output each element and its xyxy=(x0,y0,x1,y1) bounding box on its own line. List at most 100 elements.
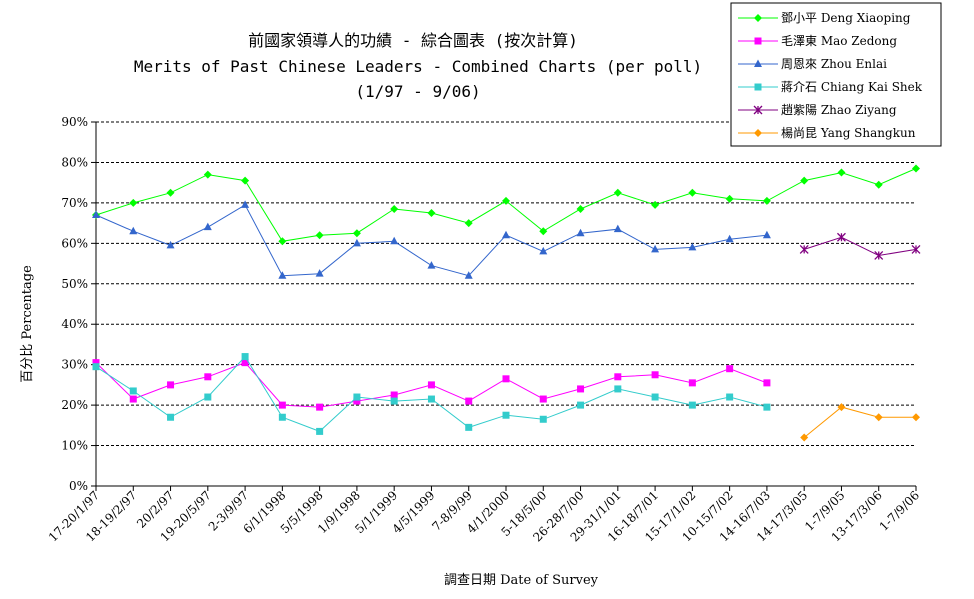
data-point xyxy=(390,397,398,405)
data-point xyxy=(576,204,585,213)
series-2 xyxy=(92,200,771,279)
series-1 xyxy=(92,359,771,411)
data-point xyxy=(763,379,771,387)
data-point xyxy=(688,188,697,197)
data-point xyxy=(762,230,771,239)
series-line xyxy=(804,236,917,257)
chart-title-group: 前國家領導人的功績 - 綜合圖表 (按次計算) Merits of Past C… xyxy=(134,31,702,101)
legend-box xyxy=(730,2,942,147)
data-series xyxy=(92,164,921,442)
data-point xyxy=(129,226,138,235)
data-point xyxy=(502,411,510,419)
data-point xyxy=(203,222,212,231)
data-point xyxy=(241,353,249,361)
data-point xyxy=(316,403,324,411)
legend-label: 楊尚昆 Yang Shangkun xyxy=(781,125,916,140)
data-point xyxy=(688,379,696,387)
data-point xyxy=(725,194,734,203)
data-point xyxy=(577,401,585,409)
data-point xyxy=(92,210,100,219)
data-point xyxy=(502,375,510,383)
data-point xyxy=(203,170,212,179)
data-point xyxy=(241,176,250,185)
data-point xyxy=(837,403,846,412)
y-tick-labels: 0% 10% 20% 30% 40% 50% 60% 70% 80% 90% xyxy=(61,115,88,493)
data-point xyxy=(390,391,398,399)
legend-swatch-marker xyxy=(754,129,762,137)
data-point xyxy=(651,393,659,401)
legend-swatch-marker xyxy=(754,14,762,22)
chart-subtitle: Merits of Past Chinese Leaders - Combine… xyxy=(134,57,702,76)
y-tick-label: 10% xyxy=(61,439,88,453)
y-tick-label: 40% xyxy=(61,317,88,331)
y-tick-label: 0% xyxy=(69,479,88,493)
data-point xyxy=(464,219,473,228)
data-point xyxy=(539,227,548,236)
data-point xyxy=(353,393,361,401)
legend-label: 蔣介石 Chiang Kai Shek xyxy=(781,80,923,94)
series-line xyxy=(803,406,916,438)
data-point xyxy=(836,232,846,242)
data-point xyxy=(129,198,138,207)
data-point xyxy=(874,251,884,260)
data-point xyxy=(166,240,175,249)
legend-label: 毛澤東 Mao Zedong xyxy=(781,34,897,48)
axes xyxy=(95,122,917,491)
data-point xyxy=(613,224,622,233)
legend-label: 趙紫陽 Zhao Ziyang xyxy=(781,102,897,117)
data-point xyxy=(427,209,436,217)
data-point xyxy=(204,373,212,381)
data-point xyxy=(278,271,287,279)
data-point xyxy=(614,385,622,393)
data-point xyxy=(353,397,361,405)
y-tick-label: 60% xyxy=(61,236,88,250)
data-point xyxy=(241,359,249,367)
data-point xyxy=(651,200,660,209)
data-point xyxy=(651,371,659,379)
data-point xyxy=(874,180,883,189)
legend-swatch-marker xyxy=(754,83,762,91)
data-point xyxy=(427,395,435,403)
series-0 xyxy=(92,164,920,246)
data-point xyxy=(502,196,510,205)
data-point xyxy=(762,196,771,205)
data-point xyxy=(688,242,697,251)
series-4 xyxy=(799,232,921,260)
data-point xyxy=(352,229,361,238)
data-point xyxy=(763,403,771,411)
y-axis-label: 百分比 Percentage xyxy=(20,265,35,383)
legend-swatch-marker xyxy=(754,59,762,67)
data-point xyxy=(539,415,547,423)
series-line xyxy=(95,168,917,242)
data-point xyxy=(241,200,250,208)
data-point xyxy=(167,381,175,389)
data-point xyxy=(129,395,137,403)
legend-swatch-marker xyxy=(754,37,762,45)
x-tick-labels: 17-20/1/9718-19/2/9720/2/9719-20/5/972-3… xyxy=(46,488,922,544)
data-point xyxy=(278,413,286,421)
data-point xyxy=(352,238,361,247)
data-point xyxy=(92,359,100,367)
data-point xyxy=(278,237,287,246)
y-tick-label: 50% xyxy=(61,277,88,291)
data-point xyxy=(837,168,846,177)
x-axis-label: 調查日期 Date of Survey xyxy=(444,573,599,588)
data-point xyxy=(315,231,324,240)
gridlines xyxy=(91,121,916,487)
data-point xyxy=(166,188,175,197)
data-point xyxy=(427,261,436,269)
data-point xyxy=(800,176,809,185)
data-point xyxy=(316,427,324,435)
data-point xyxy=(874,413,883,422)
y-tick-label: 80% xyxy=(61,155,88,169)
data-point xyxy=(427,381,435,389)
data-point xyxy=(725,234,734,243)
chart-title: 前國家領導人的功績 - 綜合圖表 (按次計算) xyxy=(248,31,578,50)
y-tick-label: 70% xyxy=(61,196,88,210)
legend-label: 周恩來 Zhou Enlai xyxy=(781,57,887,71)
data-point xyxy=(502,230,510,239)
data-point xyxy=(539,246,548,255)
chart-date-range: (1/97 - 9/06) xyxy=(355,82,480,101)
data-point xyxy=(465,397,473,405)
